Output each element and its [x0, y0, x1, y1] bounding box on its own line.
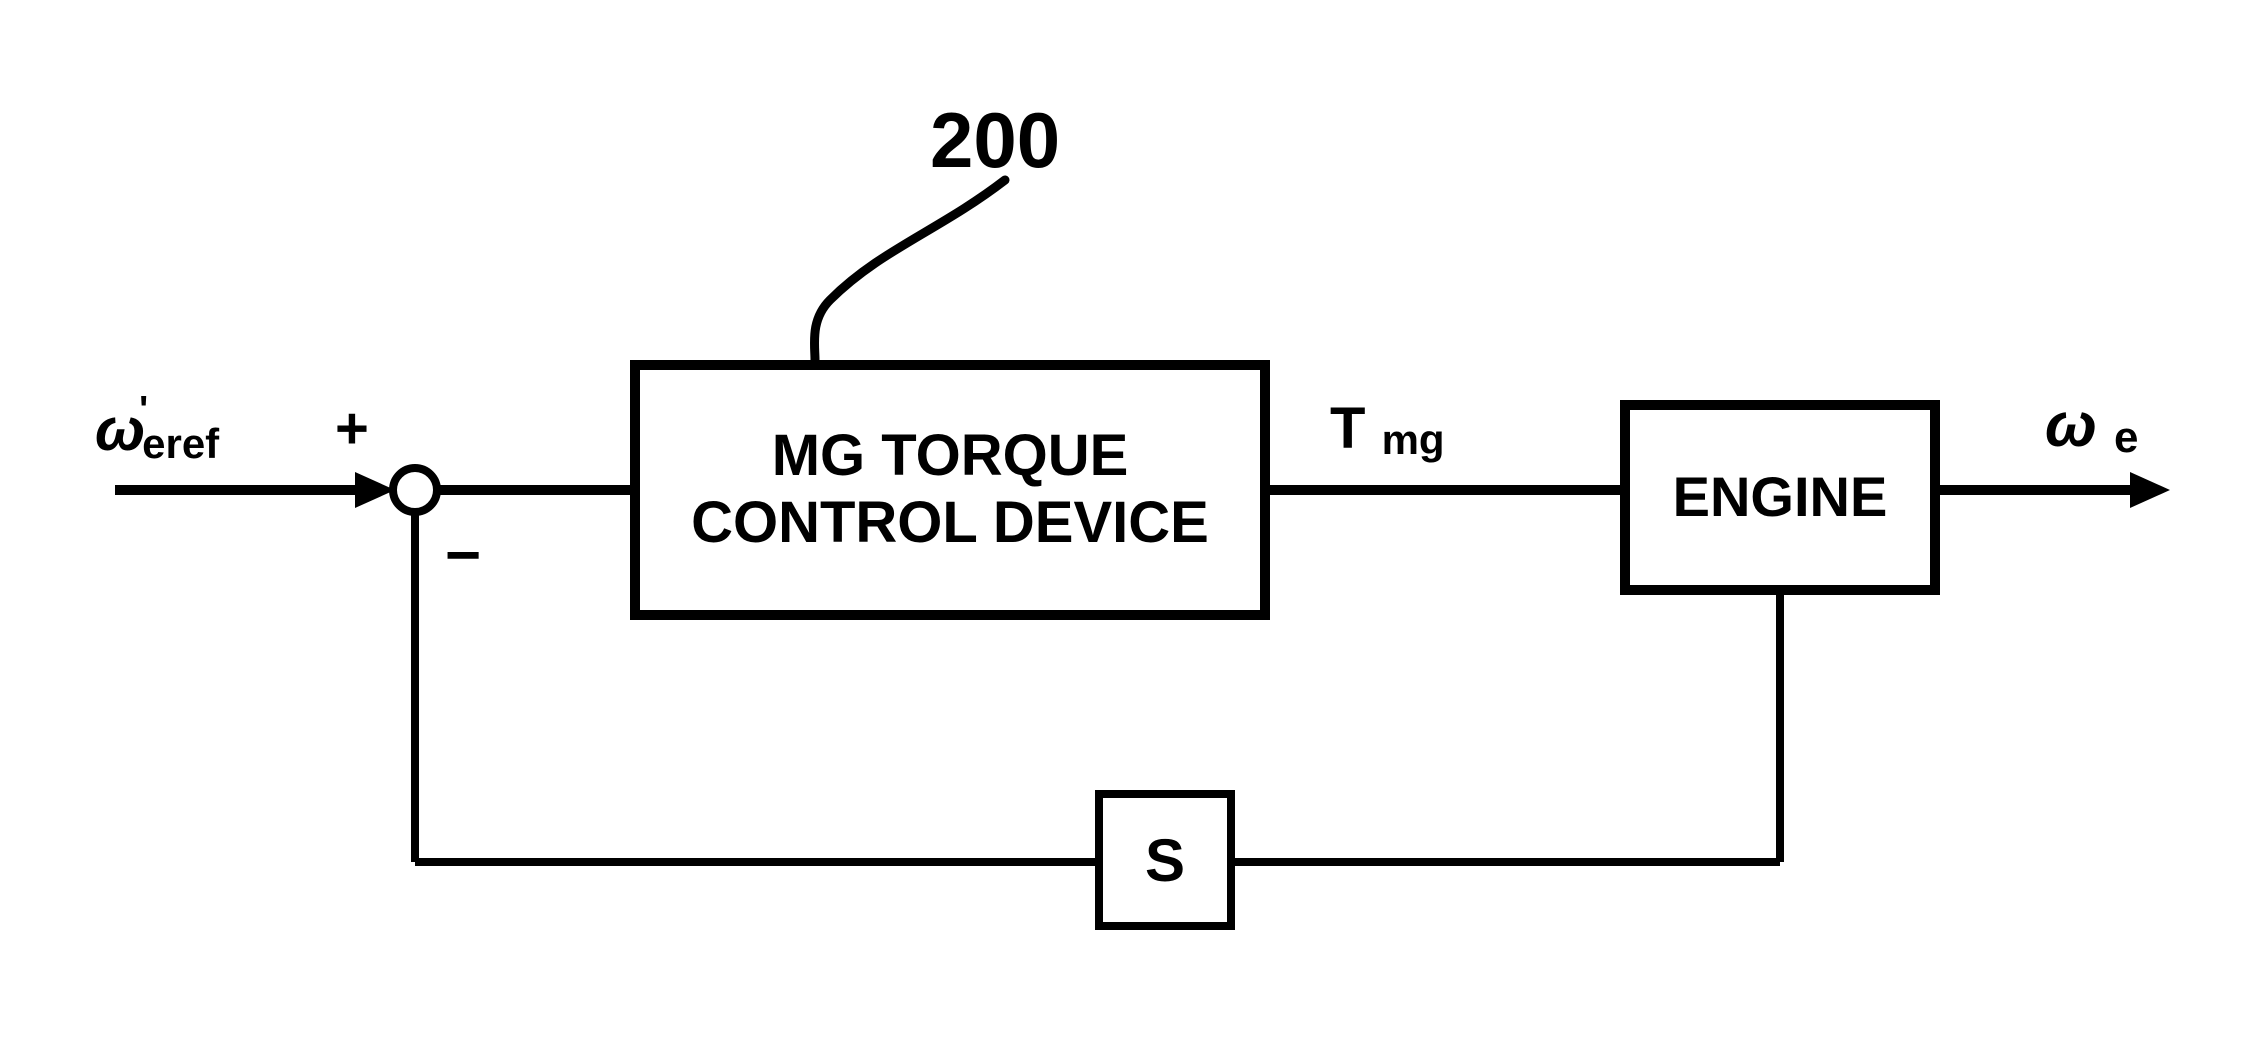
summing-junction: [393, 468, 437, 512]
s-block: S: [1095, 790, 1235, 930]
engine-to-output: [1940, 472, 2170, 508]
minus-sign: −: [445, 520, 481, 591]
input-signal-label: ω'eref: [95, 395, 231, 464]
engine-block: ENGINE: [1620, 400, 1940, 595]
ref-leader-200: [814, 180, 1005, 360]
diagram-canvas: MG TORQUE CONTROL DEVICE ENGINE S 200 ω'…: [0, 0, 2266, 1046]
s-block-label: S: [1145, 826, 1185, 895]
ref-number-200: 200: [930, 95, 1060, 186]
plus-sign: +: [335, 395, 369, 462]
controller-label-line1: MG TORQUE: [772, 423, 1129, 488]
engine-label: ENGINE: [1673, 465, 1888, 529]
input-arrow: [115, 472, 395, 508]
controller-label-line2: CONTROL DEVICE: [691, 490, 1209, 555]
output-signal-label: ω e: [2045, 390, 2138, 461]
tmg-label: T mg: [1330, 395, 1445, 462]
controller-block: MG TORQUE CONTROL DEVICE: [630, 360, 1270, 620]
